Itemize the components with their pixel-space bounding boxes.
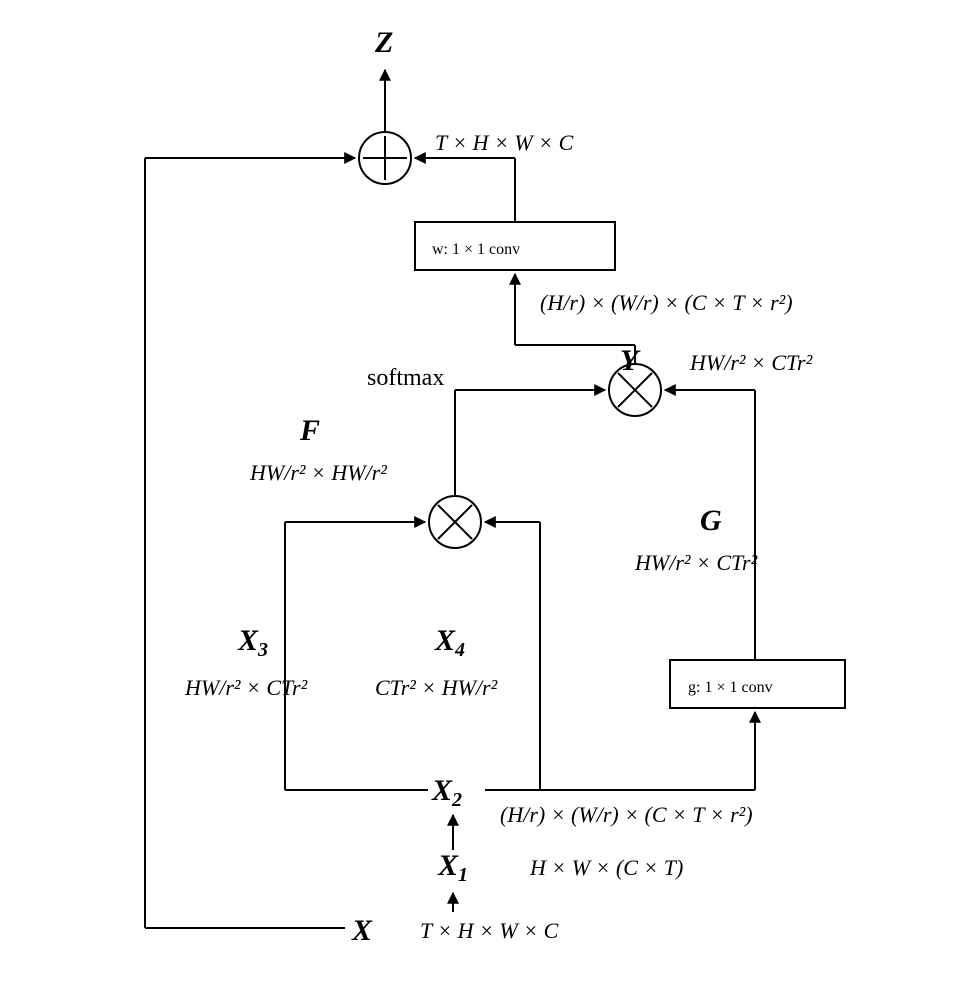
label-x4: X4 [434, 624, 465, 661]
dim-g: HW/r² × CTr² [634, 550, 758, 575]
label-y: Y [620, 344, 641, 377]
dim-x3: HW/r² × CTr² [184, 675, 308, 700]
label-x1: X1 [437, 849, 468, 886]
add-operator [359, 132, 411, 184]
diagram-canvas: Z T × H × W × C w: 1 × 1 conv (H/r) × (W… [0, 0, 960, 995]
dim-hr-top: (H/r) × (W/r) × (C × T × r²) [540, 290, 793, 315]
w-conv-label: w: 1 × 1 conv [432, 241, 520, 258]
label-softmax: softmax [367, 365, 444, 391]
label-x2: X2 [431, 774, 462, 811]
label-f: F [299, 414, 320, 447]
label-x: X [351, 914, 373, 947]
dim-thwc-top: T × H × W × C [435, 130, 574, 155]
label-x3: X3 [237, 624, 268, 661]
dim-x4: CTr² × HW/r² [375, 675, 498, 700]
dim-hwct: H × W × (C × T) [529, 855, 683, 880]
label-z: Z [374, 26, 393, 59]
mul-mid-operator [429, 496, 481, 548]
dim-thwc-bot: T × H × W × C [420, 918, 559, 943]
dim-f: HW/r² × HW/r² [249, 460, 387, 485]
dim-y: HW/r² × CTr² [689, 350, 813, 375]
label-g: G [700, 504, 722, 537]
g-conv-label: g: 1 × 1 conv [688, 679, 773, 696]
dim-hr-bot: (H/r) × (W/r) × (C × T × r²) [500, 802, 753, 827]
